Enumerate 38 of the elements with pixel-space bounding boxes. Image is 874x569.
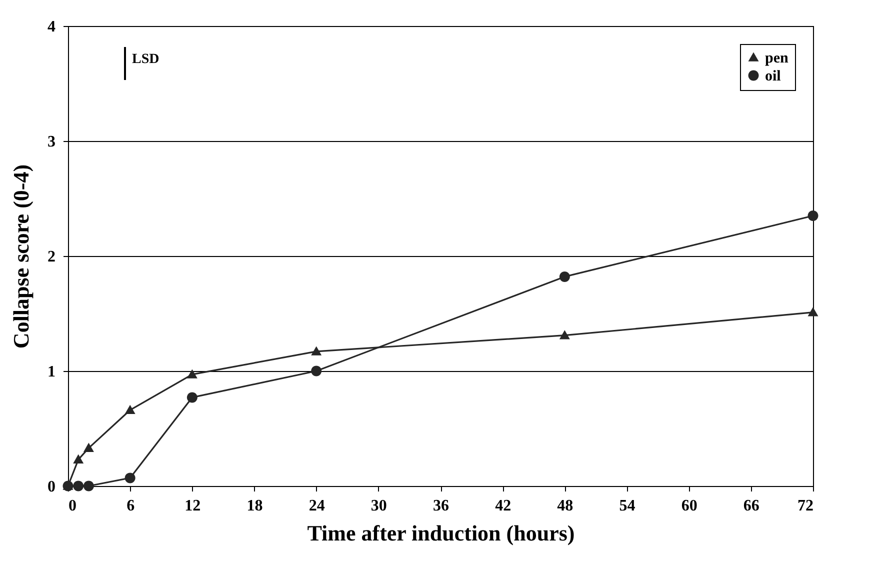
x-tick-label: 72 [798,498,814,514]
x-tick-label: 18 [246,498,263,514]
x-tick-label: 66 [743,498,760,514]
x-tick-label: 48 [557,498,574,514]
x-tick-label: 12 [184,498,201,514]
point [186,369,198,378]
point [808,210,818,221]
point [62,480,74,492]
x-tick-label: 54 [619,498,636,514]
x-tick-label: 6 [126,498,135,514]
x-tick-label: 42 [495,498,512,514]
x-tick-label: 36 [433,498,449,514]
point [124,472,136,484]
point [559,330,570,340]
annotation: LSD [132,52,160,67]
point [73,454,84,464]
legend-label: pen [765,50,789,66]
legend-label: oil [765,68,781,84]
x-tick-label: 30 [370,498,387,514]
point [124,404,136,414]
point [73,480,84,492]
point [186,392,198,403]
point [559,271,570,282]
point [808,307,818,316]
x-tick-label: 0 [68,498,76,514]
point [311,366,322,376]
point [311,346,322,356]
x-tick-label: 60 [681,498,698,514]
y-tick-label: 2 [48,248,56,266]
x-tick-label: 24 [308,498,325,514]
y-tick-label: 0 [48,478,56,496]
point [83,480,94,492]
x-axis-title: Time after induction (hours) [307,520,575,546]
point [83,442,94,452]
y-tick-label: 1 [48,364,56,380]
y-axis-title: Collapse score (0-4) [8,164,34,349]
y-tick-label: 3 [48,134,56,150]
y-tick-label: 4 [48,18,56,36]
